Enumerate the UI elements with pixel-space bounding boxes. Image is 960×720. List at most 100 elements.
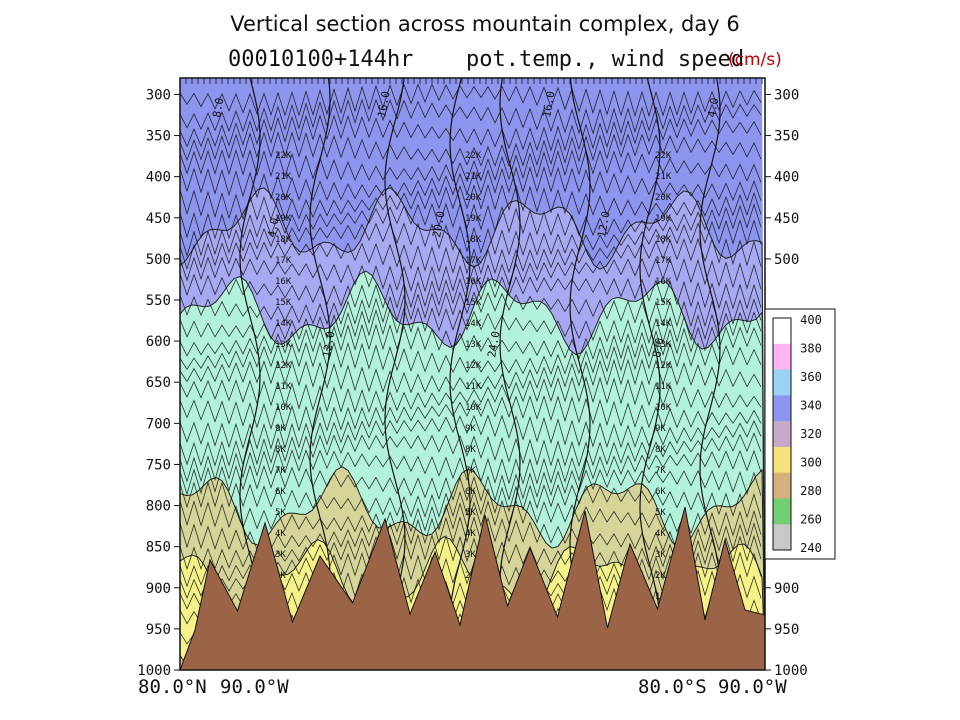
temperature-contour-label: 5K (465, 508, 476, 518)
temperature-contour-label: 22K (275, 151, 292, 161)
temperature-contour-label: 22K (465, 151, 482, 161)
wind-contour-label: 4.0 (265, 217, 281, 239)
temperature-contour-label: 8K (655, 445, 666, 455)
isentrope-line (180, 98, 762, 135)
terrain (180, 506, 765, 670)
isentrope-line (180, 533, 762, 571)
isentrope-line (180, 449, 762, 485)
y-tick-label: 800 (146, 499, 171, 515)
y-tick-label: 1000 (137, 663, 171, 679)
temperature-contour-label: 15K (275, 298, 292, 308)
temperature-contour-label: 8K (275, 445, 286, 455)
wind-contour (309, 78, 331, 639)
right-y-tick-label: 450 (774, 211, 799, 227)
temperature-contour-label: 4K (465, 529, 476, 539)
colorbar-swatch (773, 524, 791, 551)
colorbar-swatch (773, 446, 791, 474)
colorbar: 400 380 360 340 320 300 280 260 240 (764, 308, 836, 560)
wind-contour-label: 12.0 (320, 330, 337, 358)
model-run-label: 00010100+144hr (228, 47, 414, 72)
temperature-contour-label: 19K (655, 214, 672, 224)
temperature-contour-label: 9K (465, 424, 476, 434)
right-y-tick-label: 400 (774, 170, 799, 186)
temperature-contour-label: 14K (655, 319, 672, 329)
isentrope-line (180, 394, 762, 432)
isentrope-line (180, 464, 762, 502)
wind-contour (239, 78, 261, 639)
wind-contour (699, 78, 721, 639)
temperature-contour-label: 20K (655, 193, 672, 203)
isentrope-line (180, 256, 762, 293)
colorbar-swatch (773, 318, 791, 345)
wind-contour (569, 78, 591, 639)
temperature-contour-label: 5K (655, 508, 666, 518)
colorbar-tick-label: 360 (800, 370, 822, 384)
temperature-contour-label: 21K (655, 172, 672, 182)
plot-area: 8.0 4.0 12.0 16.0 20.0 24.0 16.0 12.0 8.0 4.0 22K 2… (180, 78, 765, 670)
wind-contour (499, 78, 521, 639)
wind-contour-label: 8.0 (650, 337, 666, 359)
isentrope-line (180, 148, 762, 183)
y-tick-label: 850 (146, 540, 171, 556)
y-tick-label: 950 (146, 622, 171, 638)
right-y-tick-label: 500 (774, 252, 799, 268)
isentrope-line (180, 516, 762, 553)
temperature-contour-label: 7K (655, 466, 666, 476)
temperature-contour-label: 3K (465, 550, 476, 560)
y-tick-label: 650 (146, 375, 171, 391)
temperature-contour-label: 4K (275, 529, 286, 539)
temperature-contour-label: 12K (275, 361, 292, 371)
isentrope-line (180, 273, 762, 310)
colorbar-tick-label: 260 (800, 513, 822, 527)
x-start-lon-label: 90.0°W (220, 676, 289, 698)
wind-contour-label: 4.0 (705, 97, 721, 119)
temperature-contour-label: 6K (275, 487, 286, 497)
isentrope-line (180, 358, 762, 394)
colorbar-tick-label: 400 (800, 313, 822, 327)
isentrope-line (180, 83, 762, 118)
colorbar-tick-label: 340 (800, 399, 822, 413)
temperature-contour-label: 10K (655, 403, 672, 413)
y-tick-label: 300 (146, 87, 171, 103)
temperature-contour-label: 18K (465, 235, 482, 245)
isentrope-line (180, 166, 762, 202)
right-y-tick-label: 300 (774, 87, 799, 103)
y-tick-label: 450 (146, 211, 171, 227)
right-y-tick-label: 950 (774, 622, 799, 638)
colorbar-outline (772, 317, 792, 551)
colorbar-tick-label: 300 (800, 456, 822, 470)
isentrope-line (180, 131, 762, 168)
temperature-contour-label: 8K (465, 445, 476, 455)
temperature-contour-label: 7K (465, 466, 476, 476)
temperature-contour-label: 16K (275, 277, 292, 287)
temperature-contour-label: 10K (465, 403, 482, 413)
temperature-contour-label: 16K (465, 277, 482, 287)
colorbar-swatch (773, 498, 791, 525)
temperature-contour-label: 17K (655, 256, 672, 266)
wind-contour-label: 24.0 (485, 330, 502, 358)
y-tick-label: 600 (146, 334, 171, 350)
y-tick-label: 400 (146, 170, 171, 186)
temperature-contour-label: 3K (655, 550, 666, 560)
temperature-contour-label: 17K (275, 256, 292, 266)
isentrope-line (180, 376, 762, 414)
temperature-contour-label: 6K (465, 487, 476, 497)
temperature-contour-label: 11K (465, 382, 482, 392)
field-label: pot.temp., wind speed (466, 47, 745, 72)
temperature-contour-label: 20K (465, 193, 482, 203)
isentrope-line (180, 432, 762, 468)
temperature-contour-label: 21K (275, 172, 292, 182)
temperature-contour-label: 12K (465, 361, 482, 371)
y-tick-label: 550 (146, 293, 171, 309)
isentrope-line (180, 341, 762, 376)
temperature-contour-label: 13K (465, 340, 482, 350)
isentrope-line (180, 306, 762, 345)
right-y-tick-label: 350 (774, 129, 799, 145)
colorbar-tick-label: 280 (800, 484, 822, 498)
temperature-contour-label: 17K (465, 256, 482, 266)
x-end-lat-label: 80.0°S (638, 676, 707, 698)
isentrope-line (180, 291, 762, 328)
isentrope-line (180, 183, 762, 221)
temperature-contour-label: 16K (655, 277, 672, 287)
